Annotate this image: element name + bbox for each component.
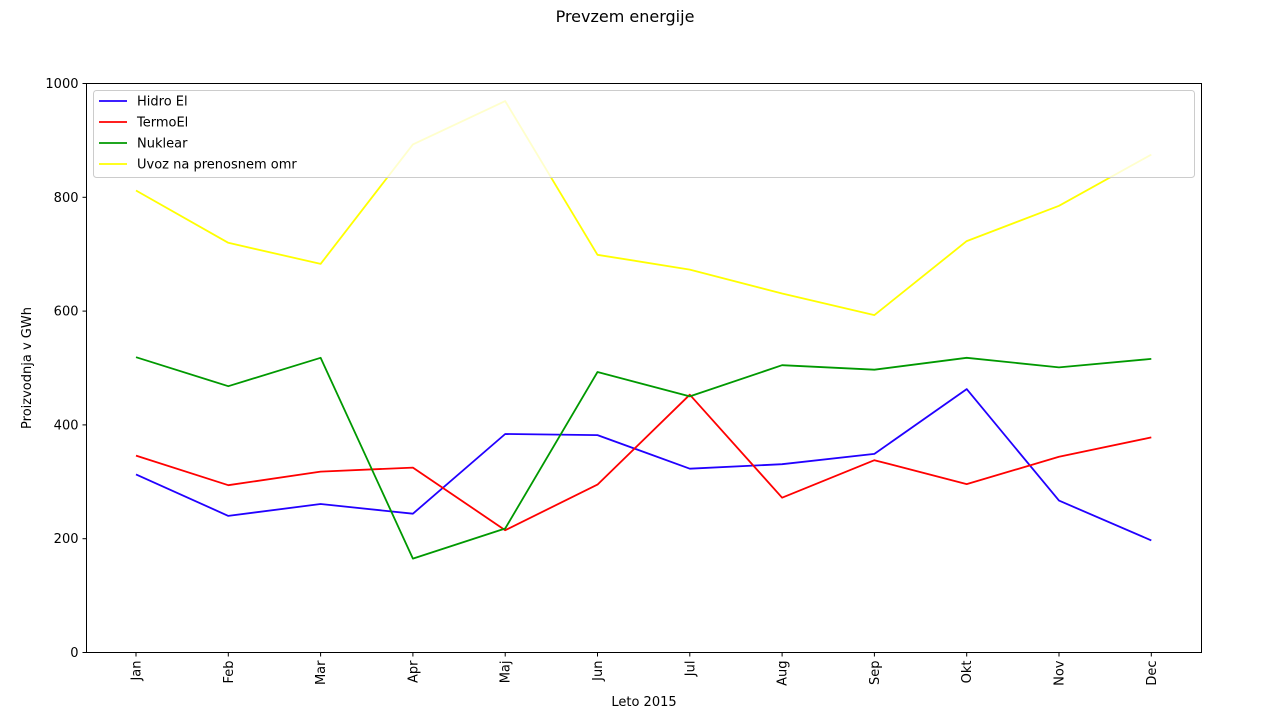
x-tick-label: Jan [130, 661, 145, 682]
x-tick-label: Jul [683, 661, 698, 678]
series-line-1 [135, 388, 1152, 542]
series-line-4 [135, 100, 1152, 317]
x-tick-label: Mar [314, 660, 329, 685]
y-axis: 0 200 400 600 800 1000 [45, 77, 87, 661]
legend-label: Hidro El [137, 95, 188, 110]
x-tick-label: Jun [591, 661, 606, 682]
legend-label: Uvoz na prenosnem omr [137, 158, 297, 173]
y-tick-label: 400 [54, 418, 79, 433]
legend-frame [93, 90, 1195, 178]
x-tick-label: Apr [406, 660, 421, 683]
x-tick-label: Okt [960, 661, 975, 684]
y-tick-label: 600 [54, 305, 79, 320]
x-tick-label: Nov [1053, 660, 1068, 686]
y-tick-label: 200 [54, 532, 79, 547]
series-lines [135, 100, 1152, 560]
legend-label: TermoEl [136, 116, 188, 131]
x-tick-label: Sep [868, 661, 883, 686]
x-tick-label: Feb [222, 661, 237, 684]
y-tick-label: 1000 [45, 77, 78, 92]
legend: Hidro El TermoEl Nuklear Uvoz na prenosnem … [93, 90, 1195, 178]
plot-area [86, 83, 1202, 653]
x-tick-label: Dec [1145, 661, 1160, 686]
series-line-2 [135, 393, 1152, 532]
legend-label: Nuklear [137, 137, 188, 152]
chart-title: Prevzem energije [556, 7, 695, 26]
series-line-3 [135, 356, 1152, 560]
y-tick-label: 0 [70, 646, 78, 661]
y-tick-label: 800 [54, 191, 79, 206]
x-axis: Jan Feb Mar Apr Maj Jun Jul Aug Sep Okt Nov Dec [130, 652, 1160, 686]
x-tick-label: Aug [776, 661, 791, 686]
x-axis-label: Leto 2015 [611, 695, 676, 710]
y-axis-label: Proizvodnja v GWh [20, 307, 35, 429]
x-tick-label: Maj [499, 661, 514, 684]
